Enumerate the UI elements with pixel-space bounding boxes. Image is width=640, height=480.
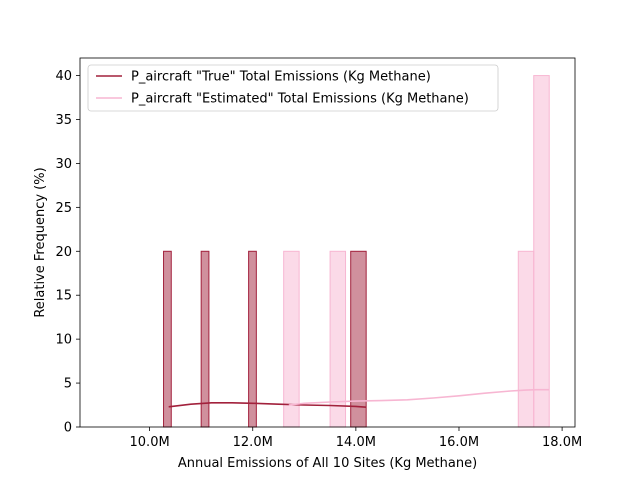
legend-label-1: P_aircraft "Estimated" Total Emissions (… (131, 92, 469, 107)
estimated-bars (283, 75, 550, 428)
kde-lines (168, 388, 550, 408)
true-bar-2 (248, 250, 257, 428)
x-tick-label-2: 14.0M (336, 435, 376, 450)
y-tick-label-8: 40 (55, 69, 72, 84)
y-tick-label-6: 30 (55, 157, 72, 172)
legend: P_aircraft "True" Total Emissions (Kg Me… (87, 64, 499, 112)
y-tick-label-3: 15 (55, 289, 72, 304)
legend-label-0: P_aircraft "True" Total Emissions (Kg Me… (131, 70, 431, 85)
true-bar-0 (163, 250, 172, 428)
y-tick-label-0: 0 (64, 421, 72, 436)
estimated-bar-3 (533, 75, 550, 428)
estimated-bar-2 (517, 250, 535, 428)
true-bars (163, 250, 367, 428)
estimated-bar-1 (329, 250, 347, 428)
y-tick-label-7: 35 (55, 113, 72, 128)
estimated-kde-line (288, 388, 550, 406)
true-bar-1 (200, 250, 210, 428)
y-tick-label-5: 25 (55, 201, 72, 216)
estimated-bar-0 (283, 250, 300, 428)
true-kde-line (168, 402, 367, 408)
x-axis-label: Annual Emissions of All 10 Sites (Kg Met… (178, 456, 477, 471)
x-tick-label-3: 16.0M (439, 435, 479, 450)
x-tick-label-4: 18.0M (542, 435, 582, 450)
x-tick-label-0: 10.0M (130, 435, 170, 450)
y-axis: 0 5 10 15 20 25 30 35 40 (55, 69, 80, 436)
x-axis: 10.0M 12.0M 14.0M 16.0M 18.0M (130, 427, 582, 450)
y-tick-label-2: 10 (55, 333, 72, 348)
y-tick-label-4: 20 (55, 245, 72, 260)
plot-frame (79, 57, 576, 428)
y-axis-label: Relative Frequency (%) (33, 167, 48, 317)
x-tick-label-1: 12.0M (233, 435, 273, 450)
y-tick-label-1: 5 (64, 377, 72, 392)
legend-box (87, 64, 499, 112)
